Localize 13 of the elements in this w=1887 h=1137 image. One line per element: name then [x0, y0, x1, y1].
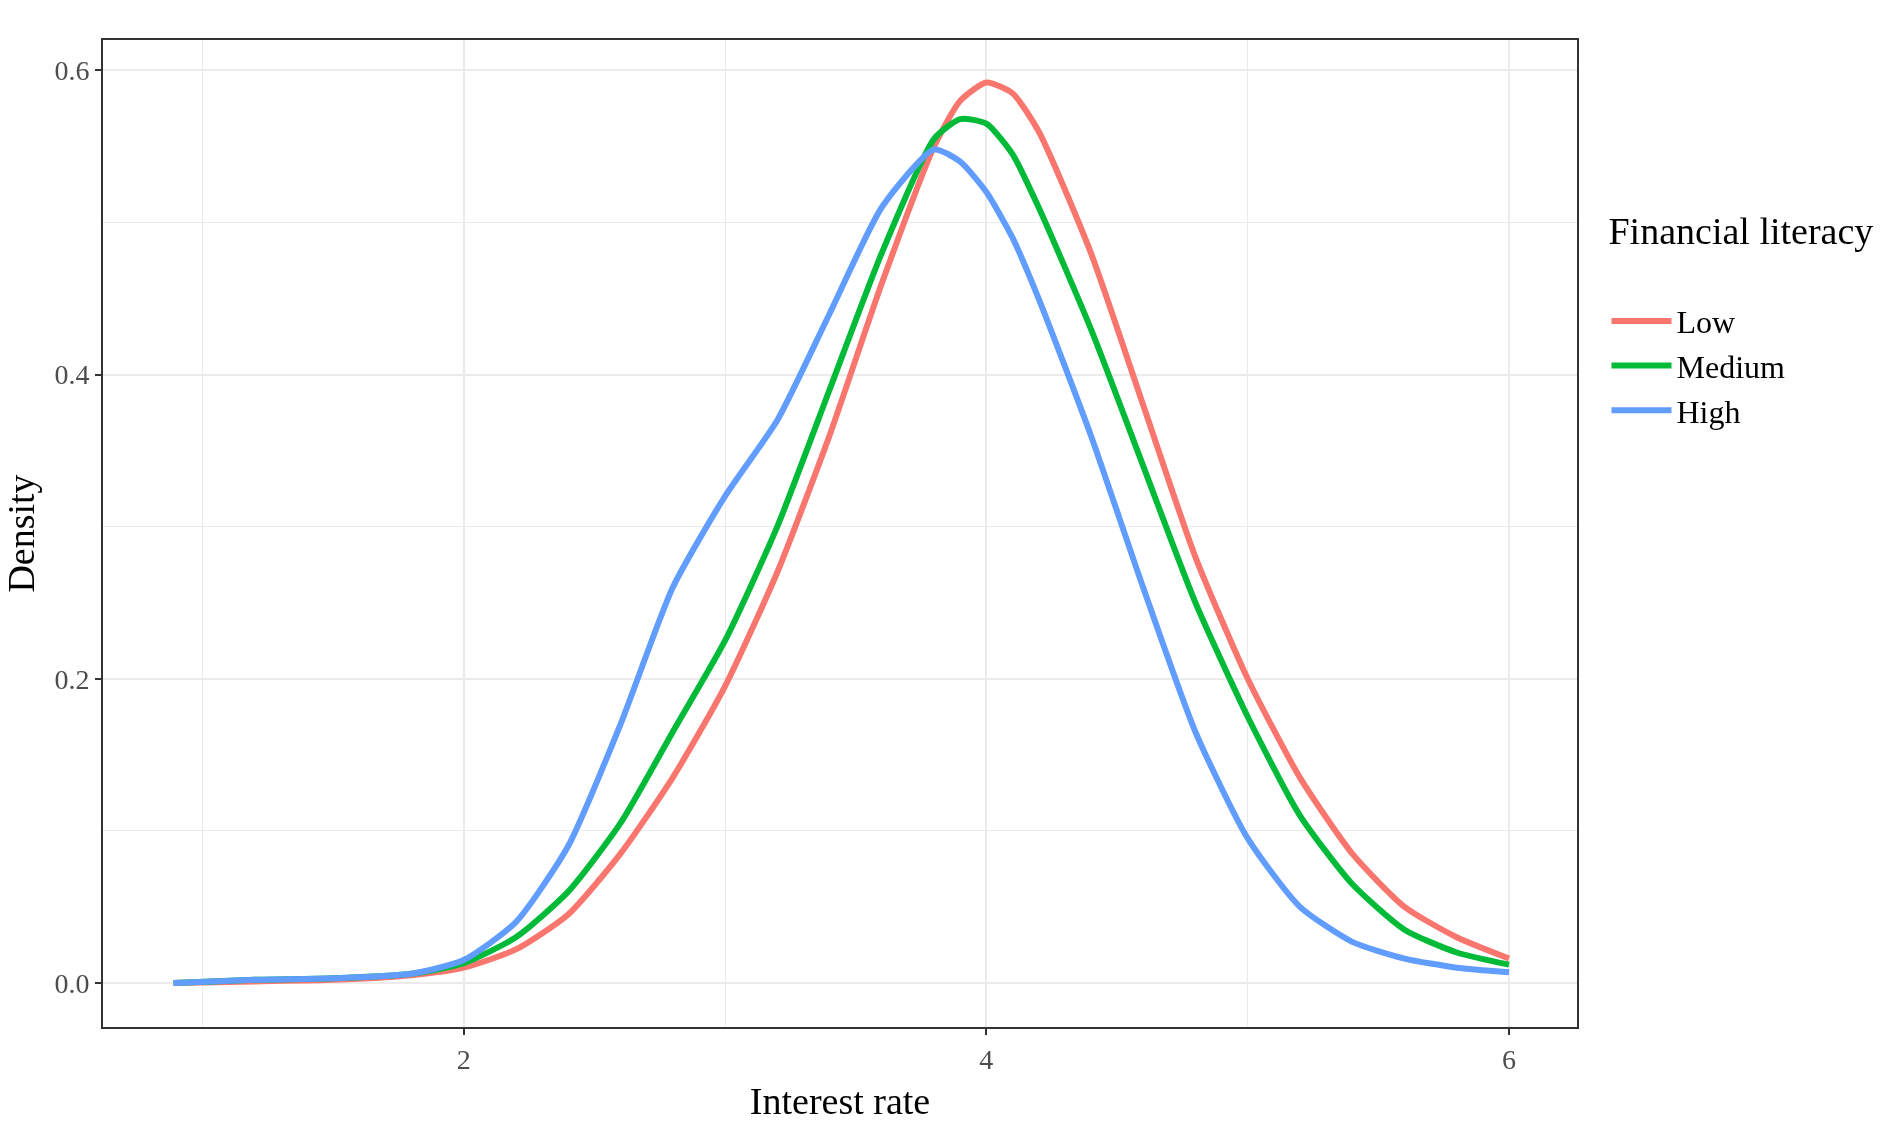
y-tick-label: 0.6: [54, 55, 90, 87]
legend-title: Financial literacy: [1608, 210, 1874, 253]
legend-label: Low: [1676, 304, 1736, 341]
x-tick-label: 6: [1502, 1043, 1517, 1075]
legend-label: Medium: [1676, 349, 1786, 386]
x-tick-label: 4: [979, 1043, 994, 1075]
y-tick-label: 0.4: [54, 359, 90, 391]
x-axis-title: Interest rate: [749, 1080, 931, 1123]
x-tick-label: 2: [456, 1043, 471, 1075]
y-axis-title: Density: [0, 474, 42, 593]
y-tick-label: 0.0: [54, 967, 90, 999]
legend-label: High: [1676, 393, 1741, 430]
y-tick-label: 0.2: [54, 663, 90, 695]
